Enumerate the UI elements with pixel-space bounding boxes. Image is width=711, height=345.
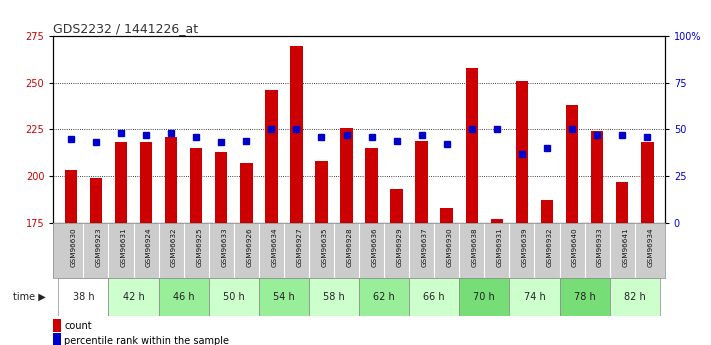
- Text: GSM96640: GSM96640: [572, 227, 578, 267]
- Bar: [365, 148, 378, 223]
- Bar: [140, 142, 152, 223]
- Text: GSM96630: GSM96630: [71, 227, 77, 267]
- Bar: [560, 278, 609, 316]
- Bar: [616, 181, 629, 223]
- Text: GDS2232 / 1441226_at: GDS2232 / 1441226_at: [53, 22, 198, 35]
- Text: 70 h: 70 h: [474, 292, 496, 302]
- Text: GSM96924: GSM96924: [146, 227, 152, 267]
- Text: GSM96934: GSM96934: [647, 227, 653, 267]
- Bar: [259, 278, 309, 316]
- Bar: [53, 319, 60, 332]
- Text: GSM96926: GSM96926: [246, 227, 252, 267]
- Bar: [541, 200, 553, 223]
- Text: GSM96932: GSM96932: [547, 227, 553, 267]
- Text: time ▶: time ▶: [13, 292, 46, 302]
- Text: 54 h: 54 h: [273, 292, 295, 302]
- Bar: [409, 278, 459, 316]
- Text: 78 h: 78 h: [574, 292, 596, 302]
- Bar: [390, 189, 403, 223]
- Text: GSM96638: GSM96638: [472, 227, 478, 267]
- Bar: [459, 278, 509, 316]
- Bar: [515, 81, 528, 223]
- Bar: [240, 163, 252, 223]
- Text: GSM96641: GSM96641: [622, 227, 629, 267]
- Bar: [114, 142, 127, 223]
- Bar: [215, 152, 228, 223]
- Bar: [53, 333, 60, 345]
- Text: GSM96931: GSM96931: [497, 227, 503, 267]
- Bar: [290, 46, 303, 223]
- Text: 46 h: 46 h: [173, 292, 194, 302]
- Bar: [265, 90, 277, 223]
- Bar: [591, 131, 604, 223]
- Text: GSM96929: GSM96929: [397, 227, 402, 267]
- Bar: [109, 278, 159, 316]
- Text: GSM96632: GSM96632: [171, 227, 177, 267]
- Bar: [641, 142, 653, 223]
- Text: GSM96635: GSM96635: [321, 227, 328, 267]
- Bar: [58, 278, 109, 316]
- Text: GSM96633: GSM96633: [221, 227, 228, 267]
- Bar: [209, 278, 259, 316]
- Text: GSM96928: GSM96928: [346, 227, 353, 267]
- Text: GSM96639: GSM96639: [522, 227, 528, 267]
- Bar: [491, 219, 503, 223]
- Bar: [415, 140, 428, 223]
- Text: GSM96927: GSM96927: [296, 227, 302, 267]
- Text: 62 h: 62 h: [373, 292, 395, 302]
- Text: 66 h: 66 h: [424, 292, 445, 302]
- Text: count: count: [64, 321, 92, 331]
- Bar: [509, 278, 560, 316]
- Bar: [159, 278, 209, 316]
- Bar: [466, 68, 478, 223]
- Text: 74 h: 74 h: [523, 292, 545, 302]
- Bar: [165, 137, 177, 223]
- Text: GSM96933: GSM96933: [597, 227, 603, 267]
- Bar: [315, 161, 328, 223]
- Bar: [309, 278, 359, 316]
- Text: 50 h: 50 h: [223, 292, 245, 302]
- Bar: [90, 178, 102, 223]
- Text: 82 h: 82 h: [624, 292, 646, 302]
- Text: GSM96634: GSM96634: [272, 227, 277, 267]
- Text: GSM96637: GSM96637: [422, 227, 428, 267]
- Bar: [341, 128, 353, 223]
- Bar: [566, 105, 578, 223]
- Text: GSM96923: GSM96923: [96, 227, 102, 267]
- Bar: [190, 148, 203, 223]
- Bar: [359, 278, 409, 316]
- Text: GSM96925: GSM96925: [196, 227, 202, 267]
- Text: GSM96631: GSM96631: [121, 227, 127, 267]
- Bar: [609, 278, 660, 316]
- Text: GSM96930: GSM96930: [447, 227, 453, 267]
- Text: 58 h: 58 h: [323, 292, 345, 302]
- Text: GSM96636: GSM96636: [372, 227, 378, 267]
- Text: percentile rank within the sample: percentile rank within the sample: [64, 336, 230, 345]
- Bar: [441, 208, 453, 223]
- Bar: [65, 170, 77, 223]
- Text: 42 h: 42 h: [122, 292, 144, 302]
- Text: 38 h: 38 h: [73, 292, 95, 302]
